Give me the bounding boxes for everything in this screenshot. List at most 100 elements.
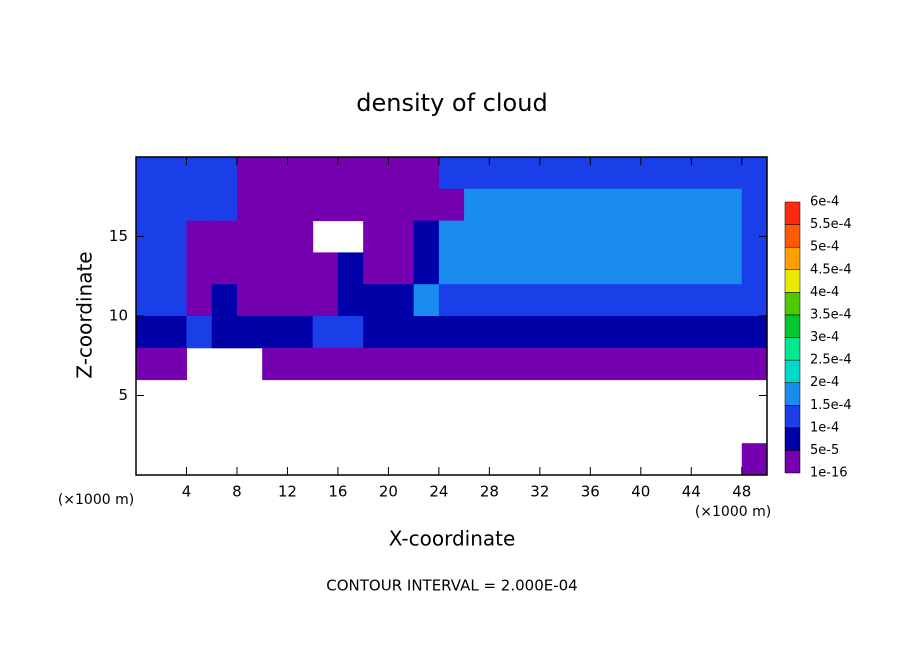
contour-cell (287, 220, 314, 253)
contour-cell (388, 252, 415, 285)
contour-cell (565, 157, 591, 190)
colorbar-box (784, 359, 801, 383)
contour-cell (489, 220, 516, 253)
contour-cell (691, 316, 718, 349)
colorbar-label: 3.5e-4 (810, 307, 852, 322)
contour-cell (161, 188, 187, 222)
contour-cell (691, 347, 718, 381)
contour-cell (438, 316, 465, 349)
contour-cell (262, 252, 288, 285)
x-tick-label: 4 (182, 483, 192, 501)
contour-cell (716, 284, 743, 317)
contour-cell (438, 220, 465, 253)
contour-cell (716, 188, 743, 222)
contour-cell (464, 284, 490, 317)
colorbar-label: 5e-4 (810, 240, 839, 255)
contour-cell (514, 220, 541, 253)
contour-cell (716, 252, 743, 285)
contour-cell (161, 347, 187, 381)
contour-cell (716, 347, 743, 381)
contour-cell (236, 188, 263, 222)
contour-cell (666, 188, 692, 222)
contour-cell (287, 157, 314, 190)
contour-cell (565, 347, 591, 381)
contour-cell (337, 316, 364, 349)
x-axis-label: X-coordinate (389, 527, 516, 551)
contour-cell (489, 252, 516, 285)
contour-cell (388, 188, 415, 222)
colorbar-box (784, 450, 801, 474)
contour-cell (615, 220, 642, 253)
contour-cell (312, 188, 339, 222)
contour-cell (640, 220, 667, 253)
contour-cell (741, 157, 768, 190)
contour-cell (514, 188, 541, 222)
contour-cell (741, 284, 768, 317)
contour-cell (438, 347, 465, 381)
contour-cell (615, 284, 642, 317)
contour-cell (489, 316, 516, 349)
contour-cell (716, 157, 743, 190)
contour-cell (741, 347, 768, 381)
contour-cell (363, 157, 389, 190)
colorbar-box (784, 382, 801, 406)
colorbar-box (784, 224, 801, 248)
contour-cell (161, 157, 187, 190)
footer-note: CONTOUR INTERVAL = 2.000E-04 (326, 577, 577, 595)
colorbar-box (784, 201, 801, 225)
contour-cell (615, 252, 642, 285)
contour-cell (388, 284, 415, 317)
contour-cell (565, 188, 591, 222)
contour-cell (186, 157, 213, 190)
x-tick-label: 28 (480, 483, 499, 501)
colorbar-box (784, 269, 801, 293)
x-tick-label: 48 (732, 483, 751, 501)
contour-cell (363, 220, 389, 253)
contour-cell (464, 316, 490, 349)
y-tick-label: 10 (109, 307, 128, 325)
contour-cell (211, 220, 238, 253)
contour-cell (615, 347, 642, 381)
contour-cell (514, 157, 541, 190)
contour-cell (236, 252, 263, 285)
contour-cell (337, 347, 364, 381)
contour-cell (186, 188, 213, 222)
contour-cell (741, 316, 768, 349)
contour-cell (413, 157, 440, 190)
contour-cell (489, 157, 516, 190)
colorbar-label: 3e-4 (810, 330, 839, 345)
colorbar-label: 6e-4 (810, 195, 839, 210)
contour-cell (640, 252, 667, 285)
contour-cell (640, 347, 667, 381)
contour-cell (136, 316, 162, 349)
contour-cell (136, 347, 162, 381)
contour-cell (464, 220, 490, 253)
contour-cell (388, 316, 415, 349)
contour-cell (691, 284, 718, 317)
contour-cell (590, 157, 617, 190)
x-tick-label: 24 (429, 483, 448, 501)
x-tick-label: 20 (379, 483, 398, 501)
y-tick-label: 5 (118, 386, 128, 404)
x-unit-label: (×1000 m) (695, 504, 771, 520)
contour-cell (236, 284, 263, 317)
colorbar-box (784, 337, 801, 361)
contour-cell (565, 220, 591, 253)
x-tick-label: 36 (581, 483, 600, 501)
x-tick-label: 44 (682, 483, 701, 501)
contour-cell (590, 347, 617, 381)
contour-cell (413, 220, 440, 253)
contour-cell (363, 284, 389, 317)
contour-cell (438, 284, 465, 317)
contour-cell (438, 252, 465, 285)
contour-cell (186, 316, 213, 349)
colorbar-box (784, 292, 801, 316)
contour-cell (337, 252, 364, 285)
contour-cell (211, 284, 238, 317)
contour-cell (640, 157, 667, 190)
contour-cell (236, 316, 263, 349)
colorbar-box (784, 405, 801, 429)
contour-cell (489, 188, 516, 222)
contour-cell (539, 347, 566, 381)
